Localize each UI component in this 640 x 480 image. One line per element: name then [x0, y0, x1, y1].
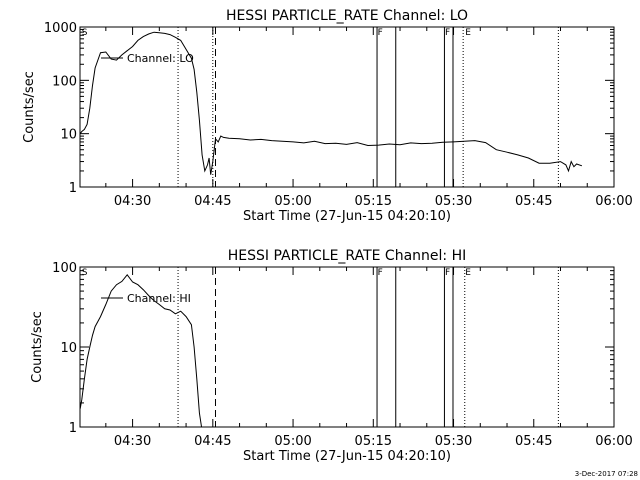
marker-label: F [378, 268, 383, 278]
chart-title: HESSI PARTICLE_RATE Channel: HI [228, 248, 466, 264]
x-tick-label: 05:30 [435, 434, 472, 449]
x-tick-label: 05:45 [515, 434, 552, 449]
x-tick-label: 05:00 [274, 434, 311, 449]
legend-label: Channel: HI [127, 292, 191, 305]
y-tick-label: 10 [60, 341, 77, 356]
plot-frame [79, 26, 615, 188]
marker-label: E [465, 268, 471, 278]
marker-label: E [465, 28, 471, 38]
footer-timestamp: 3-Dec-2017 07:28 [575, 470, 638, 478]
y-tick-label: 1000 [44, 21, 77, 36]
x-tick-label: 06:00 [595, 194, 632, 209]
y-tick-label: 1 [69, 421, 77, 436]
y-axis-label: Counts/sec [22, 71, 37, 143]
event-markers [177, 267, 559, 427]
panel-hi: HESSI PARTICLE_RATE Channel: HI 1 10 100 04:… [30, 248, 633, 464]
x-tick-label: 05:15 [355, 434, 392, 449]
x-tick-label: 05:15 [355, 194, 392, 209]
data-series-line [80, 273, 203, 427]
marker-label: F [378, 28, 383, 38]
y-tick-label: 100 [52, 261, 77, 276]
x-tick-label: 05:30 [435, 194, 472, 209]
y-tick-label: 100 [52, 74, 77, 89]
x-tick-label: 05:00 [274, 194, 311, 209]
y-tick-label: 10 [60, 128, 77, 143]
x-tick-label: 04:45 [194, 194, 231, 209]
marker-label: F [445, 268, 450, 278]
x-tick-label: 05:45 [515, 194, 552, 209]
panel-lo: HESSI PARTICLE_RATE Channel: LO 1 10 100 100… [22, 8, 633, 224]
plot-frame [79, 266, 615, 428]
x-tick-label: 06:00 [595, 434, 632, 449]
marker-label: F [445, 28, 450, 38]
x-tick-label: 04:45 [194, 434, 231, 449]
data-series-line [80, 31, 583, 175]
legend-label: Channel: LO [127, 52, 194, 65]
x-axis-label: Start Time (27-Jun-15 04:20:10) [243, 449, 451, 464]
x-tick-label: 04:30 [114, 434, 151, 449]
chart-title: HESSI PARTICLE_RATE Channel: LO [226, 8, 468, 24]
y-axis-label: Counts/sec [30, 311, 45, 383]
marker-label: S [82, 268, 88, 278]
x-tick-label: 04:30 [114, 194, 151, 209]
y-tick-label: 1 [69, 181, 77, 196]
x-axis-label: Start Time (27-Jun-15 04:20:10) [243, 209, 451, 224]
marker-label: S [82, 28, 88, 38]
event-markers [177, 27, 559, 187]
